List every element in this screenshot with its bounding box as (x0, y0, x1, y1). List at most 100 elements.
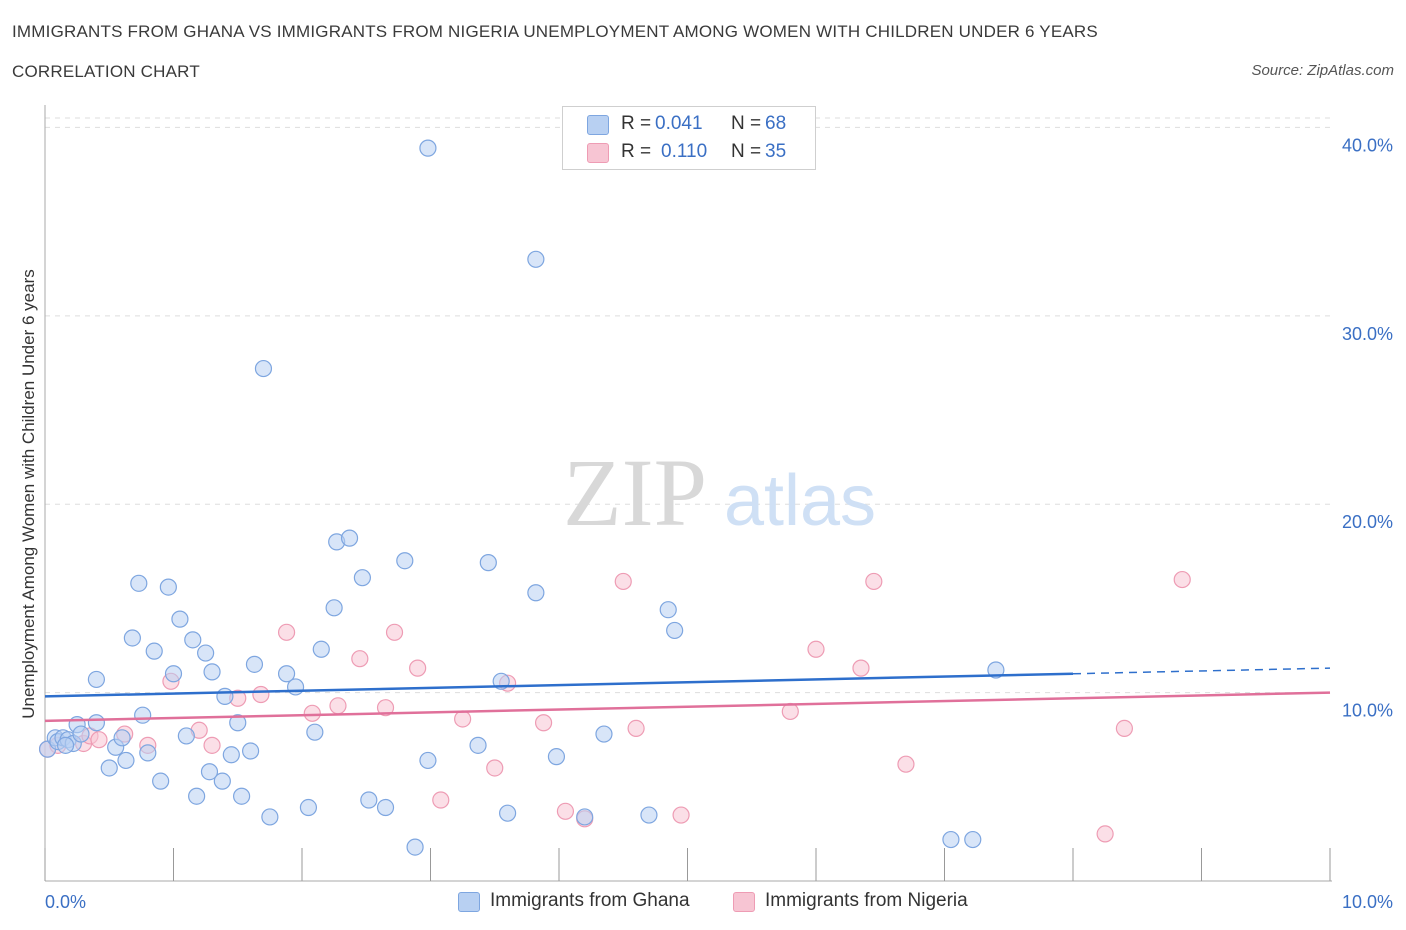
ghana-point (595, 725, 613, 743)
r-value: 0.110 (661, 141, 708, 162)
y-tick-label: 30.0% (1342, 324, 1393, 344)
ghana-point (222, 746, 240, 764)
ghana-point (113, 729, 131, 747)
nigeria-point (486, 759, 504, 777)
ghana-point (666, 621, 684, 640)
ghana-trend-extension (1072, 667, 1331, 675)
ghana-point (419, 139, 437, 157)
nigeria-points (38, 570, 1191, 843)
n-value: 35 (765, 141, 787, 162)
ghana-point (469, 736, 487, 754)
ghana-point (159, 578, 177, 596)
ghana-point (396, 552, 414, 570)
nigeria-point (1173, 570, 1191, 589)
ghana-point (254, 359, 273, 378)
ghana-point (376, 798, 395, 817)
nigeria-point (672, 806, 690, 824)
source-label: Source: ZipAtlas.com (1251, 62, 1394, 79)
y-tick-label: 10.0% (1342, 701, 1393, 721)
y-axis-label: Unemployment Among Women with Children U… (19, 269, 38, 718)
ghana-point (117, 751, 135, 770)
ghana-point (87, 714, 106, 732)
n-value: 68 (765, 113, 787, 134)
axis-labels: 10.0% 20.0% 30.0% 40.0% 0.0% 10.0% (45, 135, 1393, 912)
ghana-point (360, 791, 378, 809)
n-label: N = (731, 113, 762, 134)
y-tick-label: 40.0% (1342, 135, 1393, 155)
ghana-point (197, 644, 215, 662)
nigeria-point (303, 704, 321, 722)
ghana-trend-line (44, 672, 1074, 698)
ghana-point (130, 574, 148, 592)
ghana-point (306, 723, 324, 741)
nigeria-point (329, 697, 347, 715)
ghana-point (340, 529, 359, 547)
nigeria-point (852, 659, 870, 677)
y-tick-label: 20.0% (1342, 512, 1393, 532)
ghana-point (184, 631, 202, 649)
ghana-point (56, 736, 75, 754)
nigeria-point (865, 572, 883, 591)
ghana-point (479, 554, 497, 572)
nigeria-point (807, 640, 825, 658)
ghana-point (245, 655, 264, 673)
ghana-point (72, 725, 90, 743)
ghana-points (38, 139, 1005, 856)
nigeria-point (376, 699, 395, 717)
ghana-point (261, 808, 279, 826)
nigeria-point (277, 623, 296, 641)
r-label: R = (621, 113, 652, 134)
grid-lines (45, 117, 1330, 694)
nigeria-point (252, 685, 270, 704)
ghana-point (353, 569, 371, 587)
ghana-point (527, 584, 545, 602)
stats-legend: R = 0.041 N = 68 R = 0.110 N = 35 (562, 106, 816, 170)
watermark-atlas: atlas (724, 461, 876, 541)
r-label: R = (621, 141, 652, 162)
nigeria-point (432, 791, 450, 809)
nigeria-point (409, 659, 427, 677)
watermark-zip: ZIP (563, 439, 707, 546)
ghana-point (942, 830, 960, 849)
ghana-point (216, 687, 234, 705)
ghana-point (242, 742, 260, 760)
nigeria-point (614, 572, 632, 591)
ghana-point (229, 714, 247, 732)
ghana-point (527, 250, 545, 268)
ghana-point (987, 661, 1005, 679)
ghana-point (547, 748, 566, 766)
chart-title: IMMIGRANTS FROM GHANA VS IMMIGRANTS FROM… (12, 22, 1098, 41)
ghana-point (964, 830, 982, 849)
r-value: 0.041 (655, 113, 703, 134)
ghana-swatch (587, 115, 609, 135)
ghana-point (233, 787, 251, 805)
ghana-point (164, 665, 183, 683)
ghana-point (145, 642, 163, 660)
n-label: N = (731, 141, 762, 162)
legend-label-ghana: Immigrants from Ghana (490, 890, 690, 911)
ghana-point (123, 629, 141, 647)
ghana-point (299, 798, 318, 817)
nigeria-point (534, 714, 553, 732)
nigeria-swatch (733, 892, 755, 912)
ghana-point (277, 665, 296, 683)
nigeria-point (203, 736, 221, 754)
ghana-point (286, 678, 305, 696)
ghana-point (325, 599, 343, 617)
nigeria-point (90, 731, 108, 749)
ghana-point (152, 772, 170, 790)
ghana-point (134, 706, 152, 724)
trend-lines (44, 667, 1331, 723)
nigeria-point (1096, 825, 1114, 843)
x-tick-label: 0.0% (45, 892, 86, 912)
ghana-point (213, 772, 231, 790)
ghana-point (576, 808, 594, 826)
legend-label-nigeria: Immigrants from Nigeria (765, 890, 968, 911)
ghana-point (499, 804, 517, 822)
ghana-point (203, 663, 221, 681)
nigeria-point (556, 802, 575, 820)
ghana-point (406, 838, 424, 856)
ghana-point (640, 806, 658, 824)
nigeria-point (627, 719, 645, 738)
